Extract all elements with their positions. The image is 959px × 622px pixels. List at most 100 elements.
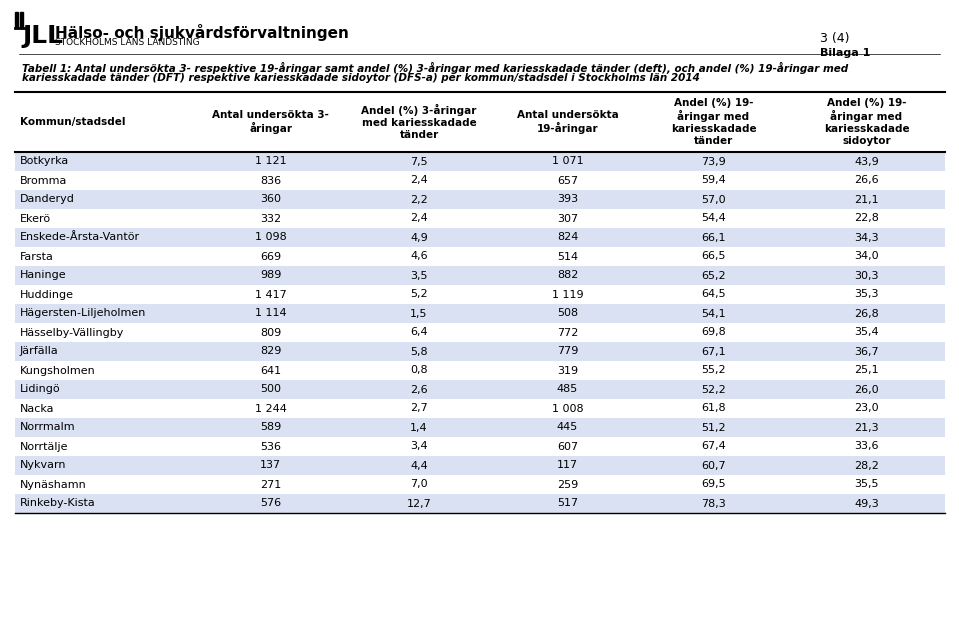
Text: 989: 989 [260,271,281,281]
Text: 508: 508 [557,309,578,318]
Text: 500: 500 [260,384,281,394]
Text: Tabell 1: Antal undersökta 3- respektive 19-åringar samt andel (%) 3-åringar med: Tabell 1: Antal undersökta 3- respektive… [22,62,848,74]
Text: 3 (4): 3 (4) [820,32,850,45]
Text: 1 071: 1 071 [551,157,583,167]
Text: Andel (%) 19-
åringar med
kariesskadade
sidoytor: Andel (%) 19- åringar med kariesskadade … [824,98,909,146]
Bar [15,399,945,418]
Text: 485: 485 [557,384,578,394]
Text: 54,4: 54,4 [701,213,726,223]
Text: 445: 445 [557,422,578,432]
Bar [15,171,945,190]
Bar [15,475,945,494]
Text: 54,1: 54,1 [701,309,726,318]
Text: 52,2: 52,2 [701,384,726,394]
Text: 28,2: 28,2 [854,460,879,470]
Text: 3,4: 3,4 [410,442,428,452]
Bar [15,323,945,342]
Text: 307: 307 [557,213,578,223]
Bar [15,285,945,304]
Text: 3,5: 3,5 [410,271,428,281]
Text: 60,7: 60,7 [701,460,726,470]
Bar [15,228,945,247]
Text: 49,3: 49,3 [854,498,878,509]
Text: 69,5: 69,5 [701,480,726,490]
Text: 59,4: 59,4 [701,175,726,185]
Text: 0,8: 0,8 [410,366,428,376]
Text: 607: 607 [557,442,578,452]
Text: 34,3: 34,3 [854,233,878,243]
Text: Botkyrka: Botkyrka [20,157,69,167]
Text: 1 008: 1 008 [551,404,583,414]
Text: Antal undersökta 3-
åringar: Antal undersökta 3- åringar [212,110,329,134]
Text: 2,4: 2,4 [410,213,428,223]
Text: 73,9: 73,9 [701,157,726,167]
Text: 1,5: 1,5 [410,309,428,318]
Text: 35,5: 35,5 [854,480,878,490]
Text: Bromma: Bromma [20,175,67,185]
Text: Hägersten-Liljeholmen: Hägersten-Liljeholmen [20,309,147,318]
Text: 7,0: 7,0 [410,480,428,490]
Text: Enskede-Årsta-Vantör: Enskede-Årsta-Vantör [20,233,140,243]
Text: 393: 393 [557,195,578,205]
Text: 259: 259 [557,480,578,490]
Text: 34,0: 34,0 [854,251,878,261]
Text: Lidingö: Lidingö [20,384,60,394]
Text: 669: 669 [260,251,281,261]
Text: 26,6: 26,6 [854,175,878,185]
Text: 61,8: 61,8 [701,404,726,414]
Text: Antal undersökta
19-åringar: Antal undersökta 19-åringar [517,110,619,134]
Text: 36,7: 36,7 [854,346,878,356]
Text: 6,4: 6,4 [410,328,428,338]
Text: 1 121: 1 121 [255,157,287,167]
Text: 66,5: 66,5 [701,251,726,261]
Text: 882: 882 [557,271,578,281]
Text: 829: 829 [260,346,281,356]
Text: 22,8: 22,8 [854,213,879,223]
Text: 43,9: 43,9 [854,157,878,167]
Text: Haninge: Haninge [20,271,66,281]
Text: 117: 117 [557,460,578,470]
Text: 30,3: 30,3 [854,271,878,281]
Text: 319: 319 [557,366,578,376]
Text: 836: 836 [260,175,281,185]
Bar [15,494,945,513]
Text: Hässelby-Vällingby: Hässelby-Vällingby [20,328,125,338]
Text: 576: 576 [260,498,281,509]
Bar [15,456,945,475]
Text: 65,2: 65,2 [701,271,726,281]
Text: 4,9: 4,9 [410,233,428,243]
Text: Rinkeby-Kista: Rinkeby-Kista [20,498,96,509]
Bar [15,152,945,171]
Text: 1 114: 1 114 [255,309,287,318]
Text: 21,1: 21,1 [854,195,878,205]
Text: 7,5: 7,5 [410,157,428,167]
Text: 66,1: 66,1 [701,233,726,243]
Bar [15,342,945,361]
Bar [15,361,945,380]
Text: 67,1: 67,1 [701,346,726,356]
Text: 271: 271 [260,480,281,490]
Bar [15,380,945,399]
Text: 514: 514 [557,251,578,261]
Text: Bilaga 1: Bilaga 1 [820,48,871,58]
Text: Huddinge: Huddinge [20,289,74,300]
Bar [15,247,945,266]
Bar [15,266,945,285]
Text: Kungsholmen: Kungsholmen [20,366,96,376]
Bar [20,12,23,28]
Text: 64,5: 64,5 [701,289,726,300]
Bar [15,92,945,152]
Text: 1 119: 1 119 [551,289,583,300]
Text: 360: 360 [260,195,281,205]
Text: 2,2: 2,2 [410,195,428,205]
Text: 1 244: 1 244 [254,404,287,414]
Text: 21,3: 21,3 [854,422,878,432]
Text: 55,2: 55,2 [701,366,726,376]
Text: 12,7: 12,7 [407,498,432,509]
Text: 78,3: 78,3 [701,498,726,509]
Text: 2,6: 2,6 [410,384,428,394]
Text: 779: 779 [557,346,578,356]
Text: 57,0: 57,0 [701,195,726,205]
Text: 824: 824 [557,233,578,243]
Bar [15,418,945,437]
